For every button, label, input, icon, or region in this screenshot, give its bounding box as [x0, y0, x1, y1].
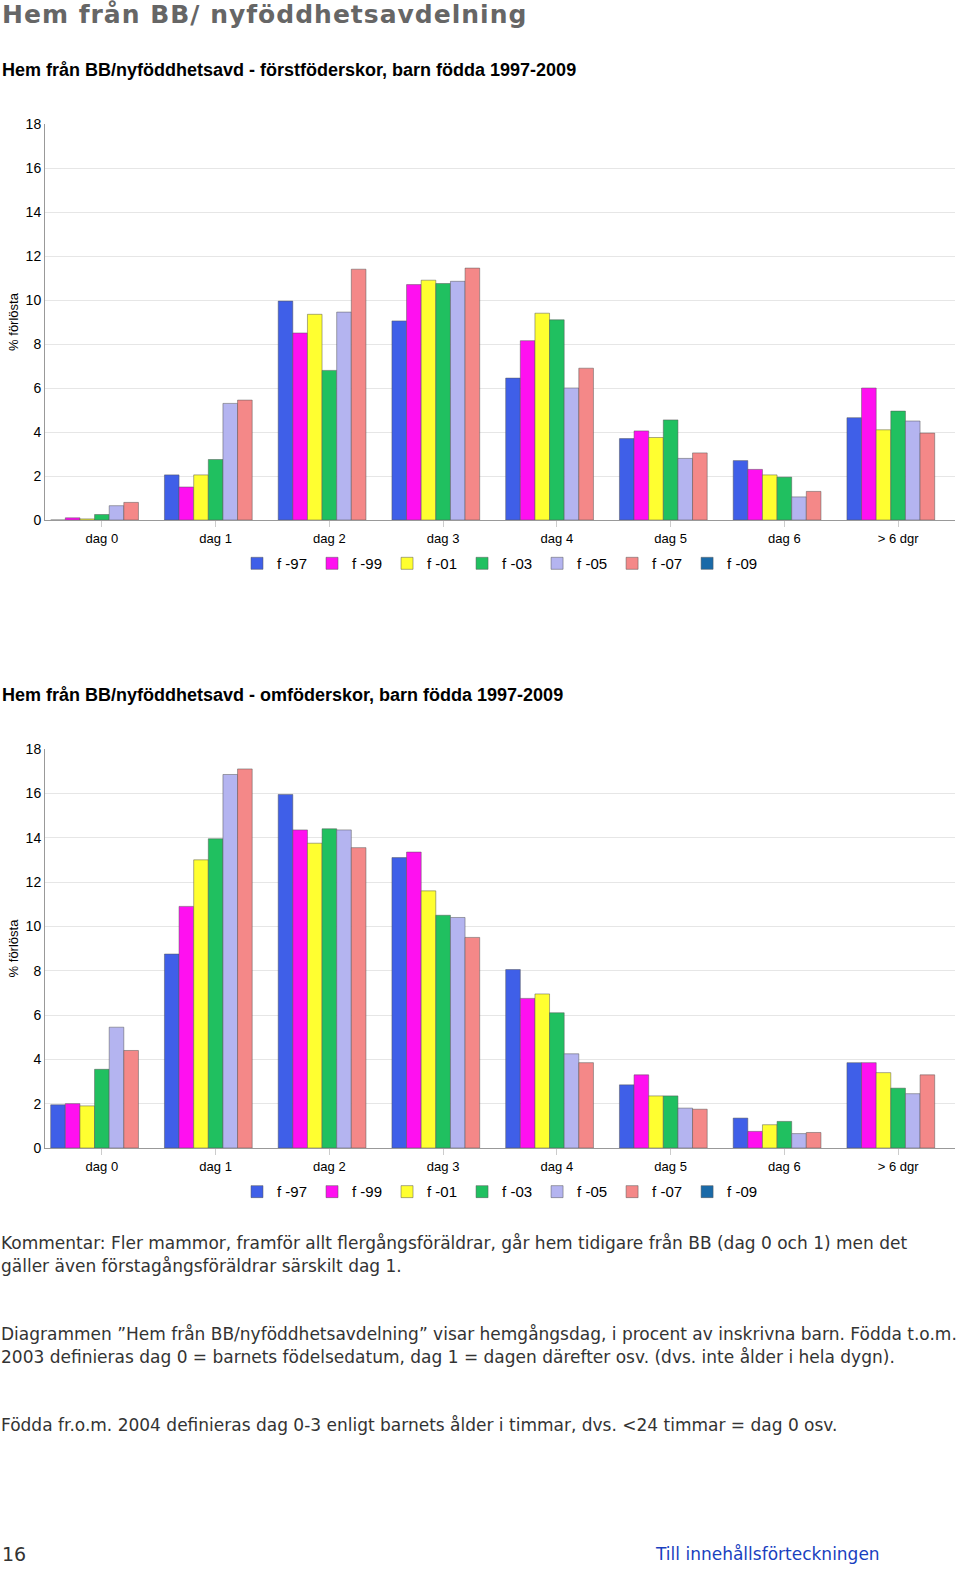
svg-text:0: 0	[33, 512, 41, 528]
svg-text:f -05: f -05	[577, 555, 607, 572]
svg-text:f -05: f -05	[577, 1183, 607, 1200]
html-text:Hem från BB/nyföddhetsavd - om: Hem från BB/nyföddhetsavd - omföderskor,…	[2, 685, 564, 705]
svg-text:dag 2: dag 2	[313, 1159, 346, 1174]
svg-text:f -09: f -09	[727, 555, 757, 572]
svg-text:0: 0	[33, 1140, 41, 1156]
svg-text:dag 0: dag 0	[86, 531, 119, 546]
html-text:Diagrammen ”Hem från BB/nyfödd: Diagrammen ”Hem från BB/nyföddhetsavdeln…	[1, 1324, 957, 1367]
svg-text:8: 8	[33, 336, 41, 352]
svg-text:dag 5: dag 5	[654, 531, 687, 546]
svg-text:10: 10	[26, 292, 42, 308]
svg-text:14: 14	[26, 830, 42, 846]
svg-text:6: 6	[33, 1007, 41, 1023]
svg-text:4: 4	[33, 424, 41, 440]
svg-text:4: 4	[33, 1051, 41, 1067]
svg-text:18: 18	[26, 116, 42, 132]
html-text:Hem från BB/ nyföddhetsavdelni: Hem från BB/ nyföddhetsavdelning	[2, 0, 528, 29]
svg-text:f -03: f -03	[502, 1183, 532, 1200]
html-text:Kommentar: Fler mammor, framfö: Kommentar: Fler mammor, framför allt fle…	[1, 1233, 908, 1276]
svg-text:f -07: f -07	[652, 1183, 682, 1200]
svg-text:18: 18	[26, 741, 42, 757]
svg-text:12: 12	[26, 874, 42, 890]
html-text:Födda fr.o.m. 2004 definieras: Födda fr.o.m. 2004 definieras dag 0-3 en…	[1, 1415, 838, 1435]
svg-text:6: 6	[33, 380, 41, 396]
svg-text:dag 3: dag 3	[427, 1159, 460, 1174]
html-text:16: 16	[2, 1543, 27, 1565]
svg-text:14: 14	[26, 204, 42, 220]
svg-text:dag 4: dag 4	[541, 1159, 574, 1174]
svg-text:f -99: f -99	[352, 555, 382, 572]
svg-text:f -99: f -99	[352, 1183, 382, 1200]
svg-text:16: 16	[26, 785, 42, 801]
svg-text:16: 16	[26, 160, 42, 176]
svg-text:dag 4: dag 4	[541, 531, 574, 546]
svg-text:dag 3: dag 3	[427, 531, 460, 546]
html-text:Till innehållsförteckningen: Till innehållsförteckningen	[656, 1544, 880, 1564]
svg-text:> 6 dgr: > 6 dgr	[878, 531, 920, 546]
svg-text:f -01: f -01	[427, 555, 457, 572]
svg-text:dag 1: dag 1	[199, 531, 232, 546]
svg-text:f -07: f -07	[652, 555, 682, 572]
html-text:Hem från BB/nyföddhetsavd - fö: Hem från BB/nyföddhetsavd - förstfödersk…	[2, 60, 577, 80]
svg-text:12: 12	[26, 248, 42, 264]
svg-text:dag 2: dag 2	[313, 531, 346, 546]
svg-text:dag 6: dag 6	[768, 531, 801, 546]
svg-text:> 6 dgr: > 6 dgr	[878, 1159, 920, 1174]
svg-text:2: 2	[33, 468, 41, 484]
svg-text:dag 5: dag 5	[654, 1159, 687, 1174]
svg-text:10: 10	[26, 918, 42, 934]
svg-text:dag 1: dag 1	[199, 1159, 232, 1174]
svg-text:dag 0: dag 0	[86, 1159, 119, 1174]
svg-text:f -03: f -03	[502, 555, 532, 572]
svg-text:dag 6: dag 6	[768, 1159, 801, 1174]
svg-text:8: 8	[33, 963, 41, 979]
svg-text:% förlösta: % förlösta	[6, 919, 21, 978]
svg-text:% förlösta: % förlösta	[6, 292, 21, 351]
svg-text:f -01: f -01	[427, 1183, 457, 1200]
svg-text:f -97: f -97	[277, 1183, 307, 1200]
svg-text:2: 2	[33, 1096, 41, 1112]
svg-text:f -09: f -09	[727, 1183, 757, 1200]
svg-text:f -97: f -97	[277, 555, 307, 572]
